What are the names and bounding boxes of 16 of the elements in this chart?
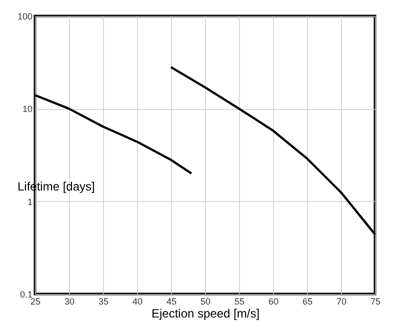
x-tick-label: 65	[302, 296, 313, 306]
x-tick-label: 35	[98, 296, 109, 306]
x-axis-title: Ejection speed [m/s]	[151, 306, 260, 320]
x-tick-label: 70	[336, 296, 347, 306]
y-tick-label: 100	[17, 12, 32, 22]
x-tick-label: 60	[268, 296, 279, 306]
x-tick-label: 40	[132, 296, 143, 306]
x-tick-label: 25	[30, 296, 41, 306]
x-tick-label: 75	[370, 296, 381, 306]
x-tick-label: 50	[200, 296, 211, 306]
x-tick-label: 45	[166, 296, 177, 306]
y-tick-label: 10	[22, 104, 32, 114]
y-tick-label: 0.1	[20, 290, 32, 300]
x-tick-label: 30	[64, 296, 75, 306]
y-tick-label: 1	[27, 196, 32, 207]
x-tick-label: 55	[234, 296, 245, 306]
